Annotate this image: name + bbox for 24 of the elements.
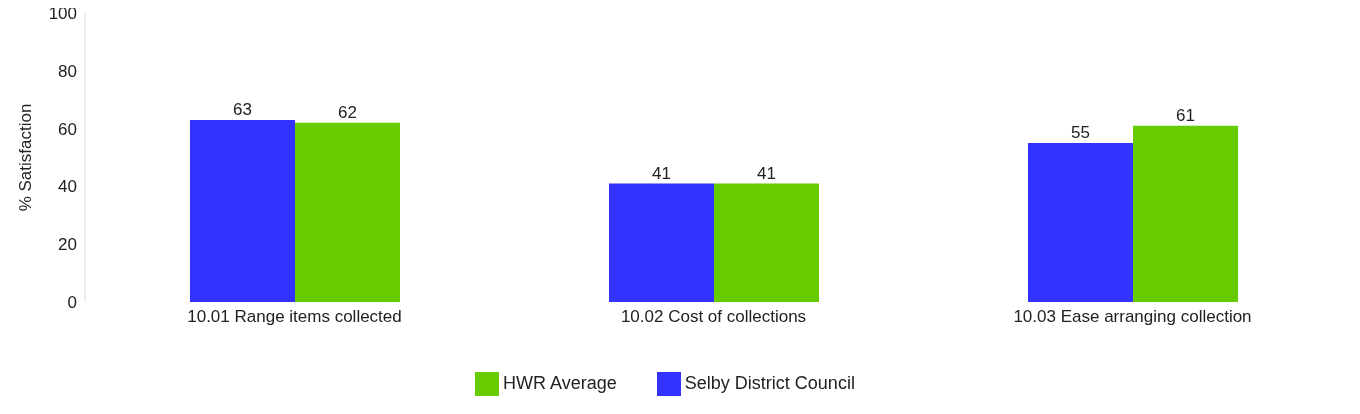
y-axis-title: % Satisfaction [16,103,36,212]
y-tick-label: 40 [58,177,77,197]
data-label: 41 [652,163,671,183]
x-tick-label: 10.03 Ease arranging collection [1013,307,1252,327]
data-label: 62 [338,102,357,122]
y-tick-label: 0 [67,293,77,313]
bar [609,183,714,302]
x-tick-label: 10.02 Cost of collections [620,307,807,327]
legend-label: Selby District Council [684,372,855,393]
y-tick-label: 20 [58,235,77,255]
data-label: 61 [1176,105,1195,125]
x-tick-label: 10.01 Range items collected [187,307,402,327]
bar [295,122,400,302]
legend-label: HWR Average [503,372,617,393]
data-label: 41 [757,163,776,183]
data-label: 63 [233,99,252,119]
bar [1028,143,1133,302]
y-tick-label: 60 [58,119,77,139]
bar [190,119,295,302]
bar [714,183,819,302]
y-tick-label: 80 [58,61,77,81]
data-label: 55 [1071,123,1090,143]
bar [1133,125,1238,302]
y-tick-label: 100 [48,4,77,24]
